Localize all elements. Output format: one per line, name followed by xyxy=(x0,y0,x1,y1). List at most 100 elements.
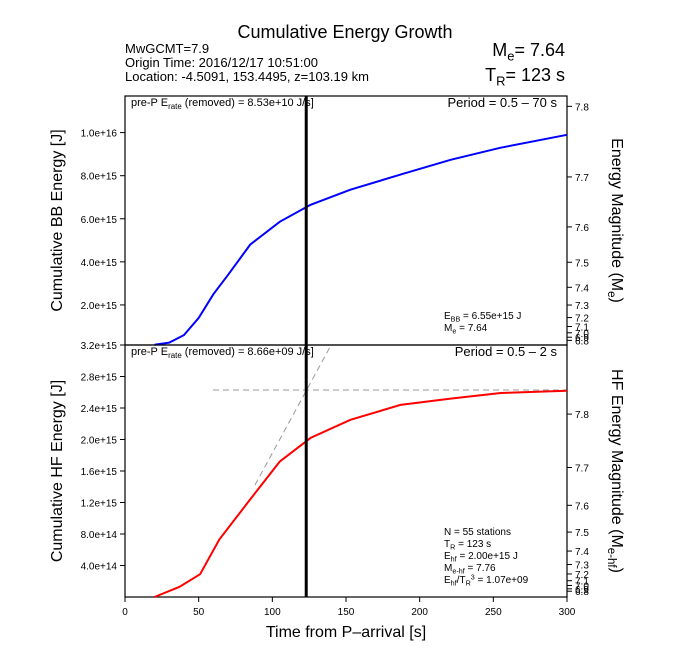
y-tick-label: 2.4e+15 xyxy=(81,404,118,415)
y-tick-label: 2.8e+15 xyxy=(81,373,118,384)
text-run: ) xyxy=(608,298,625,303)
x-tick-label: 300 xyxy=(559,607,576,618)
x-tick-label: 0 xyxy=(122,607,128,618)
subscript: R xyxy=(450,543,455,552)
text-run: N = 55 stations xyxy=(444,527,511,538)
text-run: = 6.55e+15 J xyxy=(460,311,521,322)
label: pre-P Erate​ (removed) = 8.53e+10 J/s] xyxy=(131,97,314,111)
x-tick-label: 100 xyxy=(264,607,281,618)
label: EBB​ = 6.55e+15 J xyxy=(444,311,521,324)
y2-tick-label: 7.6 xyxy=(575,223,589,234)
label: TR​ = 123 s xyxy=(444,539,491,552)
text-run: T xyxy=(485,65,496,85)
label: HF Energy Magnitude (Me-hf​) xyxy=(605,369,625,573)
y-tick-label: 2.0e+15 xyxy=(81,301,118,312)
y2-tick-label: 7.1 xyxy=(575,577,589,588)
y-tick-label: 8.0e+15 xyxy=(81,172,118,183)
y2-tick-label: 7.5 xyxy=(575,258,589,269)
text-run: E xyxy=(444,575,451,586)
y2-tick-label: 6.9 xyxy=(575,333,589,344)
info-line: Origin Time: 2016/12/17 10:51:00 xyxy=(125,55,318,70)
y2-tick-label: 7.8 xyxy=(575,102,589,113)
y2-tick-label: 7.1 xyxy=(575,322,589,333)
text-run: = 7.64 xyxy=(456,323,487,334)
text-run: (removed) = 8.53e+10 J/s] xyxy=(182,97,314,109)
y2-tick-label: 7.0 xyxy=(575,581,589,592)
label: Me​ = 7.64 xyxy=(444,323,488,336)
text-run: pre-P E xyxy=(131,97,168,109)
y-tick-label: 4.0e+15 xyxy=(81,258,118,269)
text-run: HF Energy Magnitude (M xyxy=(608,369,625,548)
text-run: E xyxy=(444,551,451,562)
subscript: rate xyxy=(168,102,182,111)
subscript: hf xyxy=(451,555,457,564)
y2-tick-label: 7.7 xyxy=(575,464,589,475)
y-tick-label: 1.0e+16 xyxy=(81,129,118,140)
label: TR​= 123 s xyxy=(485,65,565,89)
text-run: /T xyxy=(457,575,466,586)
label: Energy Magnitude (Me​) xyxy=(605,138,625,303)
label: Ehf​ = 2.00e+15 J xyxy=(444,551,518,564)
label: Me-hf​ = 7.76 xyxy=(444,563,496,576)
y-tick-label: 3.2e+15 xyxy=(81,341,118,352)
x-tick-label: 250 xyxy=(485,607,502,618)
y2-tick-label: 7.5 xyxy=(575,528,589,539)
superscript: 3 xyxy=(471,573,475,582)
text-run: ) xyxy=(608,568,625,573)
subscript: e-hf xyxy=(452,567,464,576)
y2-tick-label: 7.6 xyxy=(575,501,589,512)
text-run: = 7.64 xyxy=(514,40,565,60)
y-tick-label: 8.0e+14 xyxy=(81,530,118,541)
text-run: (removed) = 8.66e+09 J/s] xyxy=(182,346,314,358)
text-run: M xyxy=(444,563,452,574)
label: Ehf​/TR​3​ = 1.07e+09 xyxy=(444,573,529,588)
y2-tick-label: 7.7 xyxy=(575,173,589,184)
subscript: R xyxy=(466,579,471,588)
x-tick-label: 200 xyxy=(411,607,428,618)
text-run: T xyxy=(444,539,450,550)
data-line xyxy=(154,389,568,598)
info-line: MwGCMT=7.9 xyxy=(125,41,209,56)
label: pre-P Erate​ (removed) = 8.66e+09 J/s] xyxy=(131,346,314,360)
y2-tick-label: 7.3 xyxy=(575,560,589,571)
y2-tick-label: 7.3 xyxy=(575,301,589,312)
x-tick-label: 150 xyxy=(338,607,355,618)
subscript: e-hf xyxy=(605,548,617,569)
subscript: e xyxy=(605,291,617,297)
y-tick-label: 1.2e+15 xyxy=(81,499,118,510)
y2-tick-label: 6.8 xyxy=(575,336,589,347)
period-label: Period = 0.5 – 2 s xyxy=(455,344,558,359)
y-axis-label: Cumulative HF Energy [J] xyxy=(49,380,66,562)
label: N = 55 stations xyxy=(444,527,511,538)
text-run: = 2.00e+15 J xyxy=(457,551,518,562)
subscript: e xyxy=(507,49,514,64)
data-line xyxy=(154,133,568,346)
y-axis-label: Cumulative BB Energy [J] xyxy=(49,129,66,311)
subscript: BB xyxy=(451,315,461,324)
y-tick-label: 4.0e+14 xyxy=(81,562,118,573)
text-run: E xyxy=(444,311,451,322)
text-run: pre-P E xyxy=(131,346,168,358)
y2-tick-label: 7.4 xyxy=(575,283,589,294)
chart-title: Cumulative Energy Growth xyxy=(237,22,452,42)
y2-tick-label: 7.0 xyxy=(575,329,589,340)
text-run: Energy Magnitude (M xyxy=(608,138,625,291)
text-run: = 1.07e+09 xyxy=(475,575,529,586)
y2-tick-label: 7.2 xyxy=(575,570,589,581)
y2-tick-label: 7.4 xyxy=(575,547,589,558)
slope-line xyxy=(254,346,331,486)
subscript: R xyxy=(496,74,505,89)
y2-tick-label: 7.8 xyxy=(575,410,589,421)
y2-tick-label: 7.2 xyxy=(575,314,589,325)
x-axis-label: Time from P–arrival [s] xyxy=(266,624,426,641)
subscript: e xyxy=(452,327,456,336)
text-run: = 123 s xyxy=(505,65,565,85)
y-tick-label: 2.0e+15 xyxy=(81,436,118,447)
text-run: = 7.76 xyxy=(465,563,496,574)
text-run: M xyxy=(444,323,452,334)
x-tick-label: 50 xyxy=(193,607,205,618)
info-line: Location: -4.5091, 153.4495, z=103.19 km xyxy=(125,69,369,84)
subscript: hf xyxy=(451,579,457,588)
period-label: Period = 0.5 – 70 s xyxy=(448,95,558,110)
